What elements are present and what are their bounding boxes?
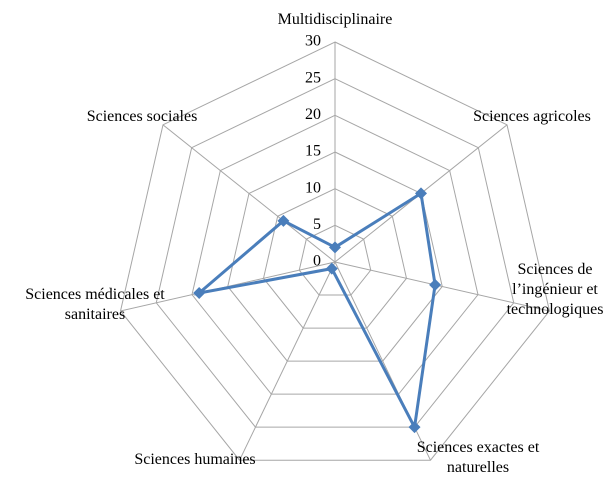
grid-ring [298,224,372,296]
spoke [239,261,336,461]
marker [415,187,428,200]
marker [329,241,341,254]
axis-label: Sciences sociales [86,108,198,125]
r-tick-label: 15 [305,143,321,160]
marker [408,421,421,434]
grid-ring [155,78,515,428]
axis-label: Sciences agricoles [473,108,591,125]
axis-label: Sciences de l’ingénieur et technologique… [506,261,604,318]
spoke [334,261,550,312]
r-tick-label: 0 [313,253,321,270]
axis-label: Sciences humaines [134,451,256,468]
r-tick-label: 30 [305,33,321,50]
marker [277,214,290,227]
r-tick-label: 10 [305,179,321,196]
series-line [193,190,437,432]
axis-label: Sciences exactes et naturelles [416,439,540,476]
spoke [162,124,336,263]
axis-label: Multidisciplinaire [277,11,393,28]
grid-ring [119,41,551,461]
marker [429,278,442,291]
axis-label: Sciences médicales et sanitaires [25,286,165,323]
marker [193,287,206,300]
grid-ring [191,114,479,395]
r-tick-label: 5 [313,216,321,233]
r-tick-label: 20 [305,106,321,123]
r-tick-label: 25 [305,69,321,86]
marker [325,262,338,275]
